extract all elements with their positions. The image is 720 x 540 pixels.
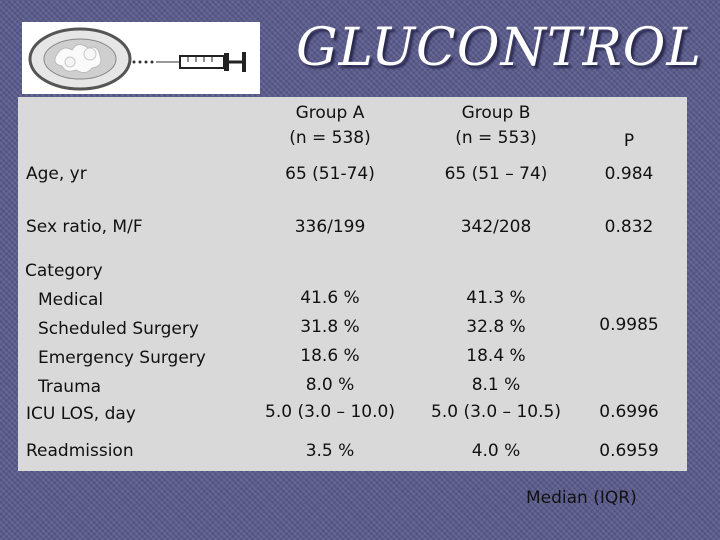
header-group-a-n: (n = 538) — [289, 128, 371, 148]
row-label-sex-ratio: Sex ratio, M/F — [26, 217, 143, 237]
sex-p: 0.832 — [604, 217, 654, 237]
age-group-b: 65 (51 – 74) — [444, 164, 548, 184]
age-p: 0.984 — [604, 164, 654, 184]
readmission-group-b: 4.0 % — [471, 441, 521, 461]
category-group-b: 41.3 % 32.8 % 18.4 % 8.1 % — [411, 284, 581, 400]
glucontrol-logo — [22, 22, 260, 94]
category-group-b-medical: 41.3 % — [466, 288, 526, 308]
category-group-b-trauma: 8.1 % — [471, 375, 521, 395]
icu-group-b: 5.0 (3.0 – 10.5) — [431, 402, 561, 422]
row-label-age: Age, yr — [26, 164, 87, 184]
header-group-a: Group A — [295, 103, 365, 123]
header-group-b: Group B — [461, 103, 531, 123]
category-group-a-medical: 41.6 % — [300, 288, 360, 308]
icu-p: 0.6996 — [599, 402, 659, 422]
row-label-icu-los: ICU LOS, day — [26, 404, 136, 424]
category-p: 0.9985 — [599, 315, 659, 335]
category-sub-trauma: Trauma — [38, 377, 102, 397]
category-group-a-emergency: 18.6 % — [300, 346, 360, 366]
readmission-p: 0.6959 — [599, 441, 659, 461]
category-group-a-trauma: 8.0 % — [305, 375, 355, 395]
category-sub-medical: Medical — [38, 290, 104, 310]
category-group-a-scheduled: 31.8 % — [300, 317, 360, 337]
footnote: Median (IQR) — [526, 488, 637, 508]
header-group-b-n: (n = 553) — [455, 128, 537, 148]
header-p: P — [623, 131, 635, 151]
slide-title: GLUCONTROL — [296, 18, 702, 78]
row-label-category: Category — [25, 261, 103, 281]
category-group-b-emergency: 18.4 % — [466, 346, 526, 366]
category-group-a: 41.6 % 31.8 % 18.6 % 8.0 % — [245, 284, 415, 400]
row-label-readmission: Readmission — [26, 441, 134, 461]
results-table: Group A (n = 538) Group B (n = 553) P Ag… — [18, 97, 687, 471]
icu-group-a: 5.0 (3.0 – 10.0) — [265, 402, 395, 422]
readmission-group-a: 3.5 % — [305, 441, 355, 461]
category-labels: Category Medical Scheduled Surgery Emerg… — [25, 257, 206, 402]
age-group-a: 65 (51-74) — [285, 164, 375, 184]
category-sub-scheduled-surgery: Scheduled Surgery — [38, 319, 199, 339]
sex-group-b: 342/208 — [460, 217, 532, 237]
category-group-b-scheduled: 32.8 % — [466, 317, 526, 337]
syringe-plate-icon — [28, 27, 246, 91]
category-sub-emergency-surgery: Emergency Surgery — [38, 348, 206, 368]
sex-group-a: 336/199 — [294, 217, 366, 237]
